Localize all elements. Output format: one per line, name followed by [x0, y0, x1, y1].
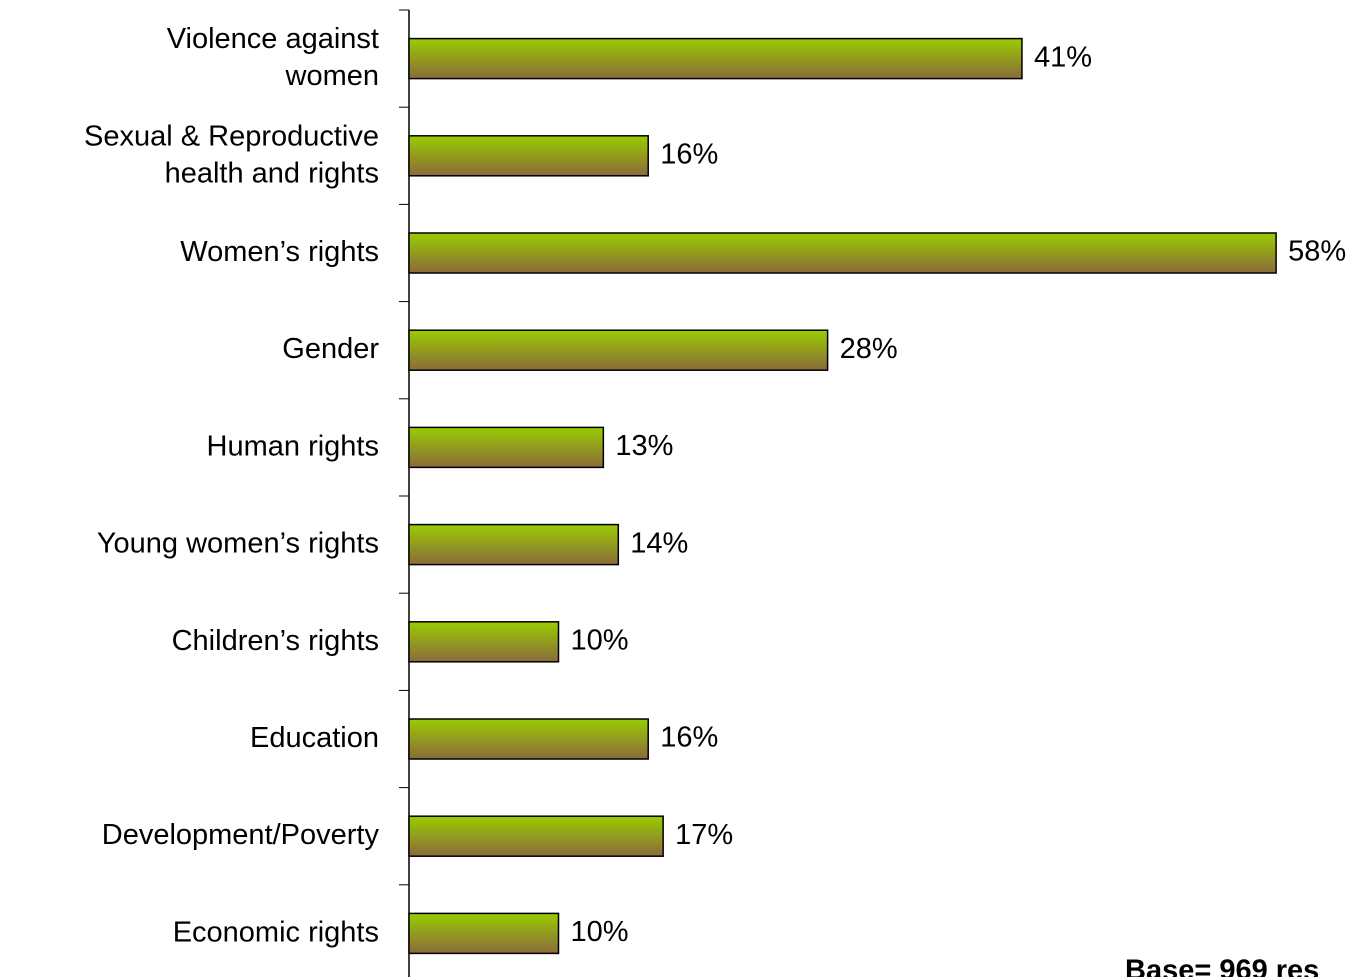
value-label: 16%: [660, 722, 718, 754]
category-label: Young women’s rights: [97, 527, 379, 559]
category-line: Development/Poverty: [102, 819, 380, 851]
category-line: Gender: [282, 333, 379, 365]
bar: [408, 37, 1023, 80]
category-label: Violence against women: [167, 23, 379, 92]
category-line: Economic rights: [173, 916, 379, 948]
value-label: 10%: [571, 916, 629, 948]
category-line: Young women’s rights: [97, 527, 379, 559]
category-line: Children’s rights: [172, 624, 379, 656]
category-label: Sexual & Reproductive health and rights: [84, 120, 379, 189]
category-label: Human rights: [207, 430, 379, 462]
category-line: Violence against: [167, 23, 379, 55]
value-label: 14%: [630, 527, 688, 559]
category-line: Human rights: [207, 430, 379, 462]
bar: [408, 718, 649, 760]
bar: [408, 523, 620, 566]
bar: [408, 232, 1277, 274]
bar: [408, 426, 605, 469]
value-label: 13%: [615, 430, 673, 462]
category-line: health and rights: [165, 157, 379, 189]
category-label: Education: [250, 722, 379, 754]
bar: [408, 621, 560, 663]
category-label: Economic rights: [173, 916, 379, 948]
category-line: Women’s rights: [180, 236, 379, 268]
annotation: Base= 969 res: [1125, 955, 1319, 977]
bar: [408, 912, 560, 955]
category-line: Sexual & Reproductive: [84, 120, 379, 152]
category-label: Women’s rights: [180, 236, 379, 268]
category-label: Gender: [282, 333, 379, 365]
value-label: 17%: [675, 819, 733, 851]
value-label: 16%: [660, 138, 718, 170]
category-label: Children’s rights: [172, 624, 379, 656]
category-line: women: [285, 60, 380, 92]
category-label: Development/Poverty: [102, 819, 380, 851]
value-label: 58%: [1288, 236, 1346, 268]
bar: [408, 815, 664, 857]
bar: [408, 329, 829, 371]
bar: [408, 135, 649, 177]
value-label: 10%: [571, 624, 629, 656]
value-label: 28%: [840, 333, 898, 365]
category-line: Education: [250, 722, 379, 754]
value-label: 41%: [1034, 41, 1092, 73]
